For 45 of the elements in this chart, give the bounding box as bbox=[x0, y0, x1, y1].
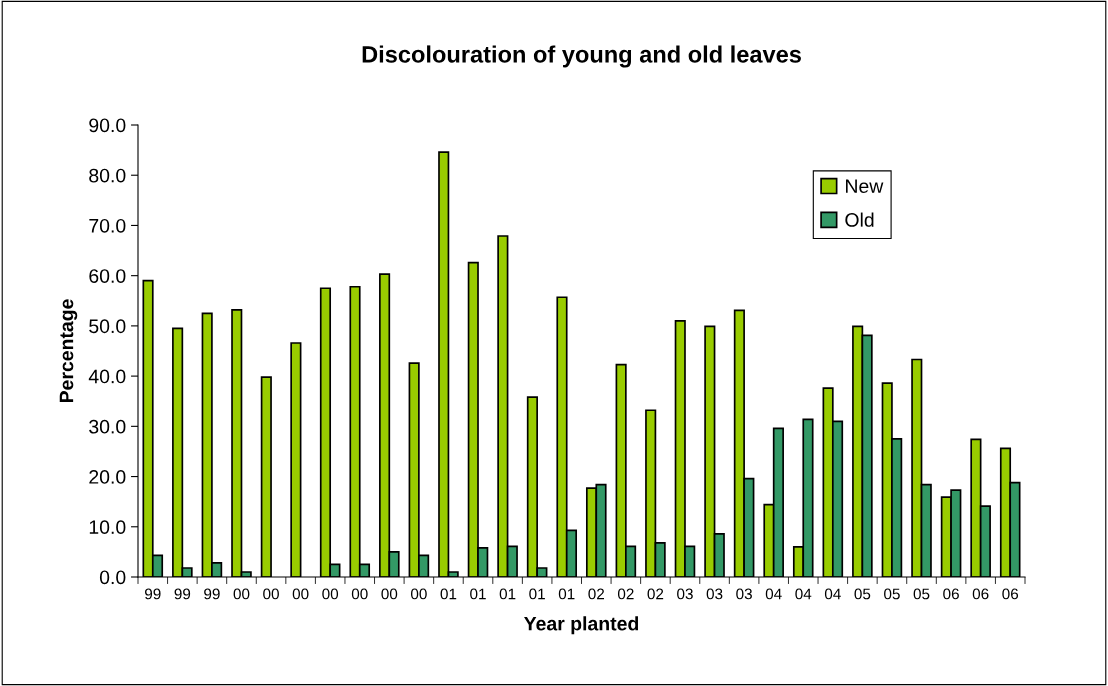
x-tick-label: 04 bbox=[824, 588, 841, 600]
x-tick-label: 04 bbox=[795, 588, 812, 600]
x-tick-label: 00 bbox=[351, 588, 368, 600]
x-tick-label: 03 bbox=[736, 588, 752, 600]
y-tick-label: 30.0 bbox=[89, 419, 126, 434]
legend-label: Old bbox=[845, 212, 874, 227]
y-tick-label: 0.0 bbox=[99, 570, 126, 585]
x-tick-label: 00 bbox=[263, 588, 279, 600]
y-tick-label: 40.0 bbox=[88, 369, 126, 384]
y-tick-label: 20.0 bbox=[89, 470, 126, 484]
x-tick-label: 00 bbox=[322, 588, 339, 600]
y-tick-label: 50.0 bbox=[89, 319, 126, 334]
x-tick-label: 01 bbox=[440, 588, 457, 600]
x-tick-label: 02 bbox=[647, 588, 664, 600]
x-tick-label: 03 bbox=[677, 588, 693, 600]
y-tick-label: 60.0 bbox=[89, 269, 126, 283]
x-tick-label: 01 bbox=[499, 588, 516, 600]
x-tick-label: 00 bbox=[410, 588, 427, 600]
x-tick-label: 00 bbox=[292, 588, 309, 600]
x-tick-label: 05 bbox=[884, 588, 900, 600]
x-tick-label: 06 bbox=[972, 588, 989, 600]
legend-label: New bbox=[846, 179, 884, 194]
y-tick-label: 10.0 bbox=[89, 520, 126, 535]
x-tick-label: 06 bbox=[1002, 588, 1019, 600]
x-tick-label: 03 bbox=[706, 588, 723, 600]
x-tick-label: 05 bbox=[913, 588, 930, 600]
x-tick-label: 01 bbox=[470, 588, 486, 600]
x-tick-label: 99 bbox=[174, 588, 191, 600]
y-axis-title: Percentage bbox=[59, 299, 78, 403]
x-tick-label: 04 bbox=[765, 588, 782, 600]
y-tick-label: 80.0 bbox=[89, 168, 126, 183]
chart-title: Discolouration of young and old leaves bbox=[362, 45, 801, 68]
x-tick-label: 01 bbox=[529, 588, 545, 600]
x-tick-label: 02 bbox=[588, 588, 605, 600]
x-tick-label: 01 bbox=[558, 588, 575, 600]
x-axis-title: Year planted bbox=[524, 616, 639, 635]
x-tick-label: 00 bbox=[381, 588, 398, 600]
x-tick-label: 00 bbox=[233, 588, 250, 600]
x-tick-label: 02 bbox=[617, 588, 634, 600]
x-tick-label: 99 bbox=[204, 588, 220, 600]
x-tick-label: 06 bbox=[943, 588, 959, 600]
x-tick-label: 05 bbox=[854, 588, 871, 600]
y-tick-label: 70.0 bbox=[89, 218, 126, 233]
x-tick-label: 99 bbox=[145, 588, 161, 600]
y-tick-label: 90.0 bbox=[89, 118, 126, 133]
